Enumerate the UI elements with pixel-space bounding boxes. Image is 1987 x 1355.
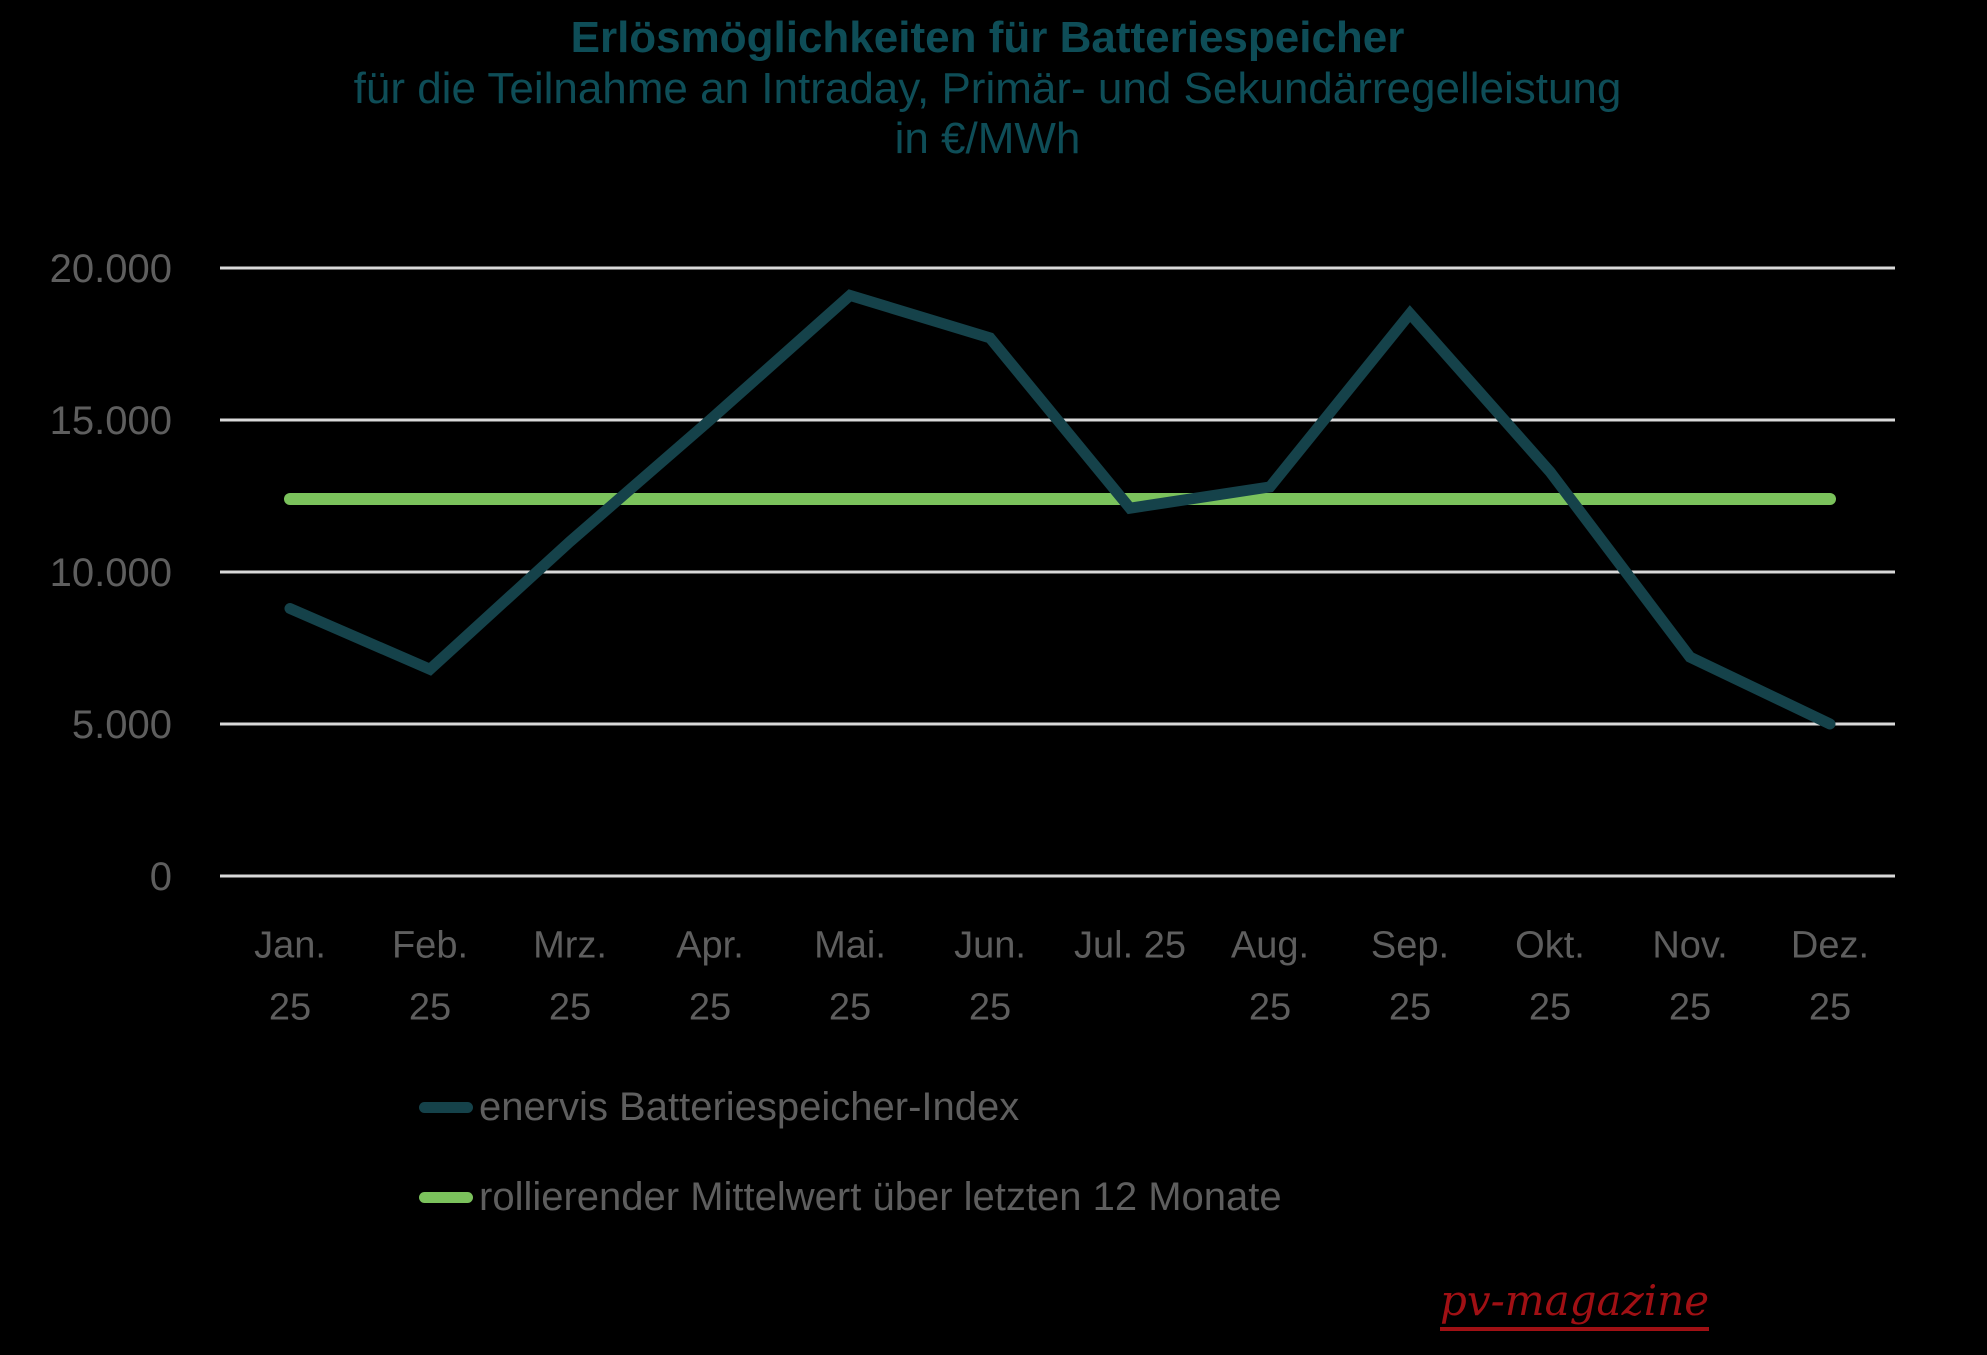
series-line-enervis-index (284, 289, 1836, 730)
x-tick-label-year: 25 (1249, 986, 1291, 1028)
x-tick-label-year: 25 (409, 986, 451, 1028)
x-tick-label: Dez. (1791, 924, 1869, 966)
x-tick-label: Jan. (254, 924, 326, 966)
chart-subtitle: für die Teilnahme an Intraday, Primär- u… (353, 64, 1622, 113)
x-tick-label: Mrz. (533, 924, 607, 966)
x-tick-label: Apr. (676, 924, 744, 966)
x-tick-label: Jun. (954, 924, 1026, 966)
legend-label-enervis-index: enervis Batteriespeicher-Index (479, 1084, 1020, 1129)
x-tick-label-year: 25 (1529, 986, 1571, 1028)
legend-item-rolling-mean: rollierender Mittelwert über letzten 12 … (419, 1174, 1282, 1220)
x-tick-label: Jul. 25 (1074, 924, 1186, 966)
x-tick-label: Mai. (814, 924, 886, 966)
x-tick-label: Feb. (392, 924, 468, 966)
x-tick-label-year: 25 (1389, 986, 1431, 1028)
y-tick-label: 10.000 (50, 551, 172, 595)
x-tick-label: Nov. (1652, 924, 1727, 966)
y-tick-label: 20.000 (50, 247, 172, 291)
legend: enervis Batteriespeicher-Index (419, 1084, 1019, 1130)
legend-swatch-enervis-index-icon (419, 1101, 473, 1113)
y-tick-label: 5.000 (72, 703, 172, 747)
x-tick-label-year: 25 (969, 986, 1011, 1028)
credit-link[interactable]: pv-magazine (1440, 1276, 1710, 1331)
x-tick-label-year: 25 (1809, 986, 1851, 1028)
legend-swatch-rolling-mean-icon (419, 1191, 473, 1203)
chart-unit-label: in €/MWh (894, 114, 1081, 163)
legend-row-2: rollierender Mittelwert über letzten 12 … (419, 1174, 1282, 1220)
legend-label-rolling-mean: rollierender Mittelwert über letzten 12 … (479, 1174, 1282, 1219)
x-tick-label-year: 25 (1669, 986, 1711, 1028)
chart-title: Erlösmöglichkeiten für Batteriespeicher (570, 13, 1405, 62)
y-tick-label: 15.000 (50, 399, 172, 443)
x-tick-label: Okt. (1515, 924, 1585, 966)
x-tick-label-year: 25 (829, 986, 871, 1028)
y-tick-label: 0 (150, 855, 172, 899)
legend-item-enervis-index: enervis Batteriespeicher-Index (419, 1084, 1019, 1130)
x-tick-label-year: 25 (689, 986, 731, 1028)
x-tick-label-year: 25 (549, 986, 591, 1028)
x-tick-label: Aug. (1231, 924, 1309, 966)
title-block: Erlösmöglichkeiten für Batteriespeicher … (0, 12, 1975, 164)
x-tick-label: Sep. (1371, 924, 1449, 966)
x-tick-label-year: 25 (269, 986, 311, 1028)
